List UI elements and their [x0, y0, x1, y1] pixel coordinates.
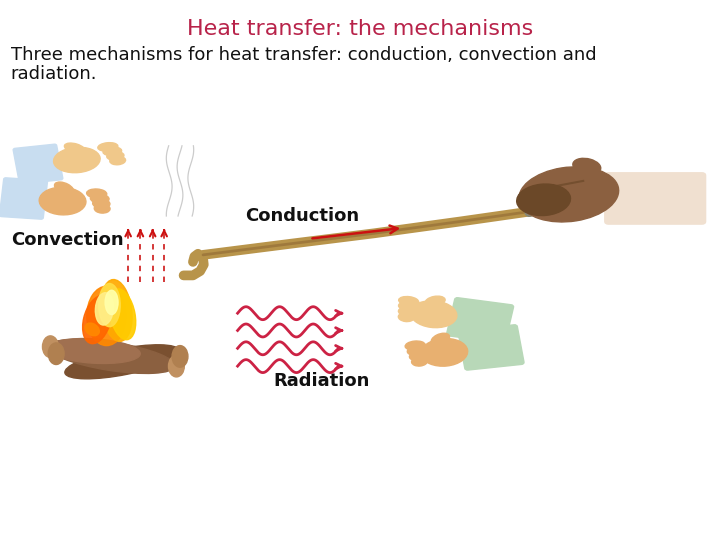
- FancyBboxPatch shape: [0, 178, 48, 219]
- Ellipse shape: [86, 286, 127, 346]
- Ellipse shape: [405, 341, 426, 350]
- Ellipse shape: [421, 339, 468, 366]
- Ellipse shape: [55, 182, 73, 194]
- Ellipse shape: [519, 191, 532, 206]
- Text: Three mechanisms for heat transfer: conduction, convection and: Three mechanisms for heat transfer: cond…: [11, 46, 596, 64]
- Ellipse shape: [536, 187, 549, 202]
- Ellipse shape: [573, 158, 600, 174]
- Text: radiation.: radiation.: [11, 65, 97, 83]
- Ellipse shape: [83, 296, 112, 343]
- Ellipse shape: [172, 346, 188, 367]
- Ellipse shape: [105, 291, 118, 314]
- Ellipse shape: [398, 313, 414, 322]
- Ellipse shape: [48, 343, 64, 364]
- Ellipse shape: [399, 302, 417, 311]
- Ellipse shape: [431, 333, 449, 345]
- Ellipse shape: [48, 339, 175, 374]
- Ellipse shape: [93, 199, 110, 208]
- Ellipse shape: [399, 296, 418, 306]
- Ellipse shape: [85, 323, 99, 336]
- Ellipse shape: [408, 346, 426, 355]
- Ellipse shape: [168, 355, 184, 377]
- Ellipse shape: [86, 189, 107, 198]
- Ellipse shape: [53, 147, 100, 173]
- Ellipse shape: [109, 289, 136, 340]
- Ellipse shape: [107, 152, 124, 160]
- Ellipse shape: [410, 301, 457, 328]
- Ellipse shape: [39, 187, 86, 215]
- Ellipse shape: [101, 280, 132, 341]
- Ellipse shape: [517, 184, 570, 215]
- Ellipse shape: [528, 189, 541, 204]
- Ellipse shape: [91, 194, 109, 203]
- FancyBboxPatch shape: [13, 144, 63, 184]
- Ellipse shape: [109, 157, 125, 165]
- Text: Heat transfer: the mechanisms: Heat transfer: the mechanisms: [187, 19, 533, 39]
- Ellipse shape: [42, 336, 58, 357]
- Ellipse shape: [47, 339, 140, 363]
- Text: Radiation: Radiation: [274, 372, 370, 390]
- Text: Conduction: Conduction: [245, 207, 359, 225]
- Ellipse shape: [94, 204, 110, 213]
- Ellipse shape: [398, 307, 415, 316]
- Ellipse shape: [519, 167, 618, 222]
- Ellipse shape: [95, 293, 114, 325]
- Ellipse shape: [99, 284, 120, 327]
- FancyBboxPatch shape: [458, 325, 524, 370]
- Ellipse shape: [103, 147, 122, 156]
- Ellipse shape: [426, 296, 445, 306]
- FancyBboxPatch shape: [605, 173, 706, 224]
- Ellipse shape: [65, 345, 180, 379]
- Ellipse shape: [545, 185, 558, 200]
- Ellipse shape: [64, 143, 85, 153]
- Ellipse shape: [410, 352, 427, 361]
- Ellipse shape: [412, 357, 428, 366]
- Text: Convection: Convection: [11, 231, 123, 249]
- Ellipse shape: [98, 143, 118, 151]
- FancyBboxPatch shape: [446, 298, 513, 343]
